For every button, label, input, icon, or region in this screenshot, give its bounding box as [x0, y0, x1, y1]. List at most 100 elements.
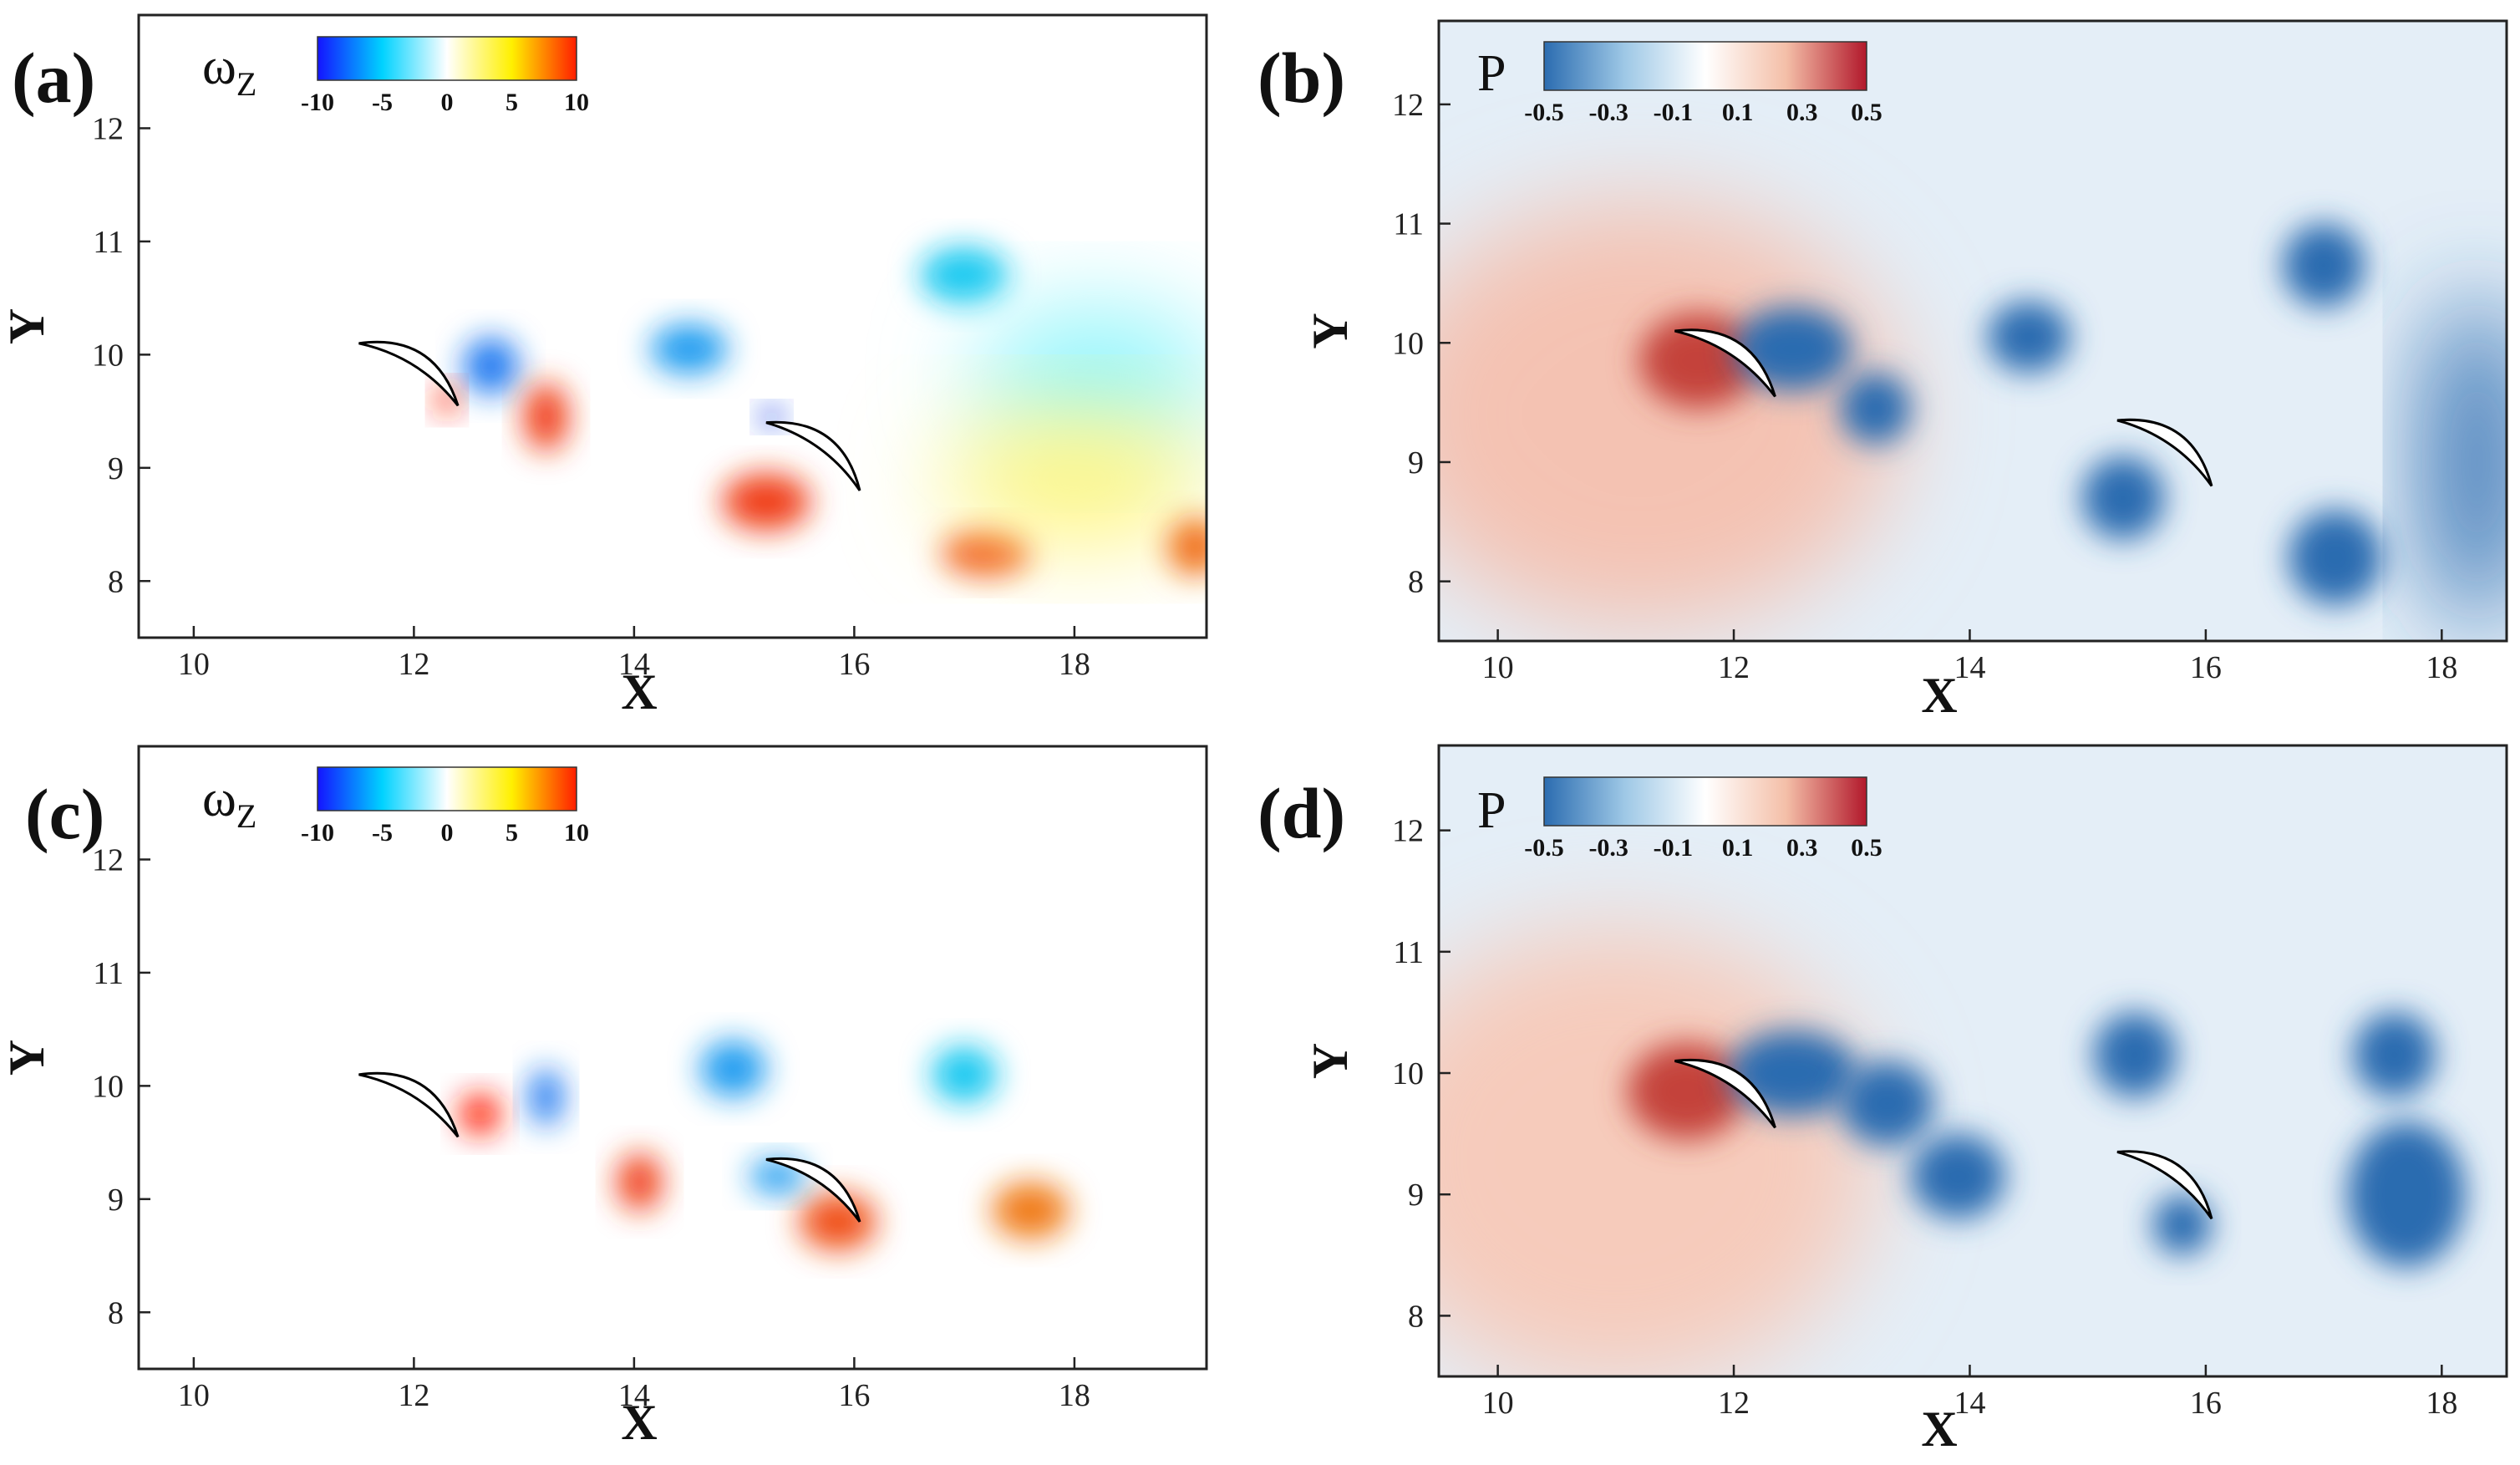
y-tick-label: 11	[93, 956, 124, 991]
plot-area	[139, 746, 1207, 1369]
y-axis-label: Y	[1303, 1043, 1358, 1079]
plot-frame	[1437, 744, 2508, 1378]
panel-d: 10 12 14 16 18 8 9 10 11 12 X Y (d) P -0.5 -0.3 -0.1 0.1 0…	[1257, 744, 2508, 1457]
field-blob	[2282, 223, 2365, 308]
colorbar-tick-label: 0.3	[1786, 99, 1818, 126]
colorbar-tick-label: 0.3	[1786, 834, 1818, 862]
colorbar-tick-label: 0.5	[1851, 834, 1882, 862]
contour-field	[1439, 200, 2507, 629]
colorbar-tick-label: 0.5	[1851, 99, 1882, 126]
colorbar	[317, 766, 577, 811]
field-blob	[1727, 1030, 1858, 1116]
foil	[2116, 1150, 2213, 1220]
field-blob	[463, 338, 519, 394]
field-blob	[460, 1093, 500, 1135]
field-blob	[529, 1069, 563, 1126]
field-blob	[942, 530, 1031, 576]
panel-label: (c)	[25, 774, 104, 854]
field-blob	[2152, 1194, 2212, 1255]
y-tick-label: 8	[1408, 565, 1424, 600]
y-tick-label: 9	[108, 1183, 124, 1218]
contour-field	[358, 247, 1207, 576]
y-axis-label: Y	[1303, 313, 1358, 348]
field-blob	[1840, 1061, 1935, 1147]
y-tick-label: 12	[92, 111, 124, 146]
colorbar-tick-label: -0.3	[1588, 834, 1628, 862]
colorbar-tick-label: 0.1	[1722, 99, 1754, 126]
x-tick-label: 16	[2190, 650, 2222, 685]
y-tick-label: 10	[1392, 326, 1424, 361]
x-tick-label: 10	[178, 647, 210, 682]
x-tick-label: 18	[1059, 1378, 1090, 1413]
field-blob	[992, 1182, 1069, 1239]
field-blob	[2093, 1012, 2177, 1098]
y-tick-label: 8	[108, 1295, 124, 1330]
colorbar-subscript: Z	[236, 65, 257, 103]
x-tick-label: 18	[1059, 647, 1090, 682]
field-blob	[699, 1040, 766, 1097]
y-tick-label: 11	[93, 225, 124, 260]
panel-label: (b)	[1257, 38, 1345, 118]
field-blob	[1167, 518, 1207, 576]
foil	[358, 340, 460, 407]
colorbar-tick-label: -5	[372, 89, 393, 116]
colorbar-tick-label: 5	[506, 819, 518, 847]
colorbar-subscript: Z	[236, 797, 257, 835]
colorbar-tick-label: -10	[301, 819, 334, 847]
colorbar-tick-label: 0.1	[1722, 834, 1754, 862]
field-blob	[1439, 200, 1899, 629]
field-blob	[1910, 1133, 2005, 1219]
colorbar-tick-label: 0	[441, 89, 454, 116]
y-tick-label: 11	[1393, 935, 1424, 970]
panel-label: (a)	[12, 38, 95, 118]
x-tick-label: 16	[838, 647, 870, 682]
foil	[765, 1157, 861, 1223]
foil	[358, 1071, 460, 1138]
y-tick-label: 12	[92, 842, 124, 877]
foil	[1674, 1059, 1776, 1129]
colorbar-tick-label: 0	[441, 819, 454, 847]
x-axis-label: X	[1921, 1401, 1957, 1457]
foil	[765, 420, 861, 491]
x-tick-label: 16	[838, 1378, 870, 1413]
x-tick-label: 14	[618, 647, 650, 682]
plot-frame	[137, 13, 1208, 639]
x-tick-label: 18	[2426, 1386, 2457, 1421]
colorbar-tick-label: -10	[301, 89, 334, 116]
y-axis-label: Y	[0, 1040, 54, 1076]
field-blob	[942, 416, 1207, 542]
colorbar-tick-label: 10	[564, 819, 589, 847]
colorbar	[317, 36, 577, 81]
colorbar-tick-label: 5	[506, 89, 518, 116]
y-tick-label: 10	[1392, 1056, 1424, 1091]
foil	[2116, 418, 2213, 487]
field-blob	[617, 1153, 662, 1211]
y-tick-label: 9	[108, 451, 124, 486]
field-blob	[1627, 1042, 1746, 1140]
foil	[1674, 328, 1776, 398]
field-blob	[2288, 510, 2383, 606]
colorbar	[1543, 41, 1867, 91]
plot-frame	[1437, 19, 2508, 643]
field-blob	[1734, 307, 1852, 391]
colorbar	[1543, 776, 1867, 827]
y-tick-label: 9	[1408, 445, 1424, 481]
y-tick-label: 10	[92, 1069, 124, 1104]
colorbar-tick-label: 10	[564, 89, 589, 116]
field-blob	[722, 473, 810, 531]
colorbar-tick-label: -0.1	[1654, 834, 1694, 862]
field-blob	[2347, 1122, 2466, 1268]
field-blob	[920, 247, 1009, 304]
panel-b: 10 12 14 16 18 8 9 10 11 12 X Y (b) P -0.5 -0.3 -0.1 0.1 0…	[1257, 19, 2508, 723]
plot-frame	[137, 745, 1208, 1371]
x-axis-label: X	[621, 664, 657, 720]
y-tick-label: 9	[1408, 1178, 1424, 1213]
x-tick-label: 12	[1718, 650, 1750, 685]
colorbar-tick-label: -0.5	[1524, 834, 1564, 862]
colorbar-tick-label: -5	[372, 819, 393, 847]
contour-field	[358, 1040, 1069, 1250]
x-tick-label: 14	[618, 1378, 650, 1413]
